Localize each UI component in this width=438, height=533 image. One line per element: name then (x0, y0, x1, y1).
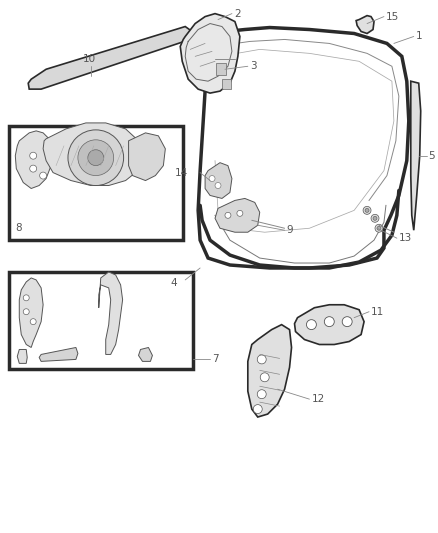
Polygon shape (215, 198, 260, 232)
Polygon shape (180, 14, 240, 93)
Bar (222, 79, 231, 89)
Circle shape (257, 355, 266, 364)
Circle shape (253, 405, 262, 414)
Circle shape (209, 175, 215, 182)
Circle shape (30, 152, 37, 159)
Text: 1: 1 (416, 31, 422, 42)
Polygon shape (129, 133, 165, 181)
Circle shape (30, 319, 36, 325)
Polygon shape (43, 123, 141, 185)
Circle shape (225, 212, 231, 219)
Circle shape (324, 317, 334, 327)
Text: 14: 14 (175, 167, 188, 177)
Circle shape (78, 140, 114, 175)
Text: 7: 7 (212, 354, 219, 365)
Polygon shape (411, 81, 421, 230)
Bar (9, 272, 193, 369)
Text: 13: 13 (399, 233, 412, 243)
Circle shape (373, 216, 377, 220)
Text: 15: 15 (386, 12, 399, 22)
Circle shape (365, 208, 369, 212)
Circle shape (237, 211, 243, 216)
Polygon shape (99, 272, 123, 354)
Circle shape (215, 182, 221, 189)
Circle shape (371, 214, 379, 222)
Text: 3: 3 (250, 61, 256, 71)
Text: 5: 5 (429, 151, 435, 161)
Polygon shape (39, 348, 78, 361)
Text: 4: 4 (170, 278, 177, 288)
Text: 12: 12 (311, 394, 325, 404)
Polygon shape (19, 278, 43, 348)
Circle shape (257, 390, 266, 399)
Polygon shape (17, 350, 27, 364)
Circle shape (375, 224, 383, 232)
Polygon shape (28, 27, 192, 89)
Polygon shape (198, 28, 409, 268)
Bar (9, 126, 183, 240)
Circle shape (23, 309, 29, 314)
Circle shape (342, 317, 352, 327)
Circle shape (260, 373, 269, 382)
Bar (216, 63, 226, 75)
Circle shape (40, 172, 46, 179)
Text: 10: 10 (83, 54, 96, 64)
Circle shape (307, 320, 316, 329)
Text: 9: 9 (286, 225, 293, 235)
Text: 8: 8 (15, 223, 22, 233)
Polygon shape (294, 305, 364, 344)
Circle shape (363, 206, 371, 214)
Polygon shape (15, 131, 53, 189)
Circle shape (88, 150, 104, 166)
Circle shape (377, 226, 381, 230)
Circle shape (23, 295, 29, 301)
Circle shape (68, 130, 124, 185)
Polygon shape (138, 348, 152, 361)
Polygon shape (205, 163, 232, 198)
Circle shape (30, 165, 37, 172)
Polygon shape (356, 15, 374, 34)
Text: 11: 11 (371, 306, 384, 317)
Text: 2: 2 (234, 9, 240, 19)
Polygon shape (248, 325, 292, 417)
